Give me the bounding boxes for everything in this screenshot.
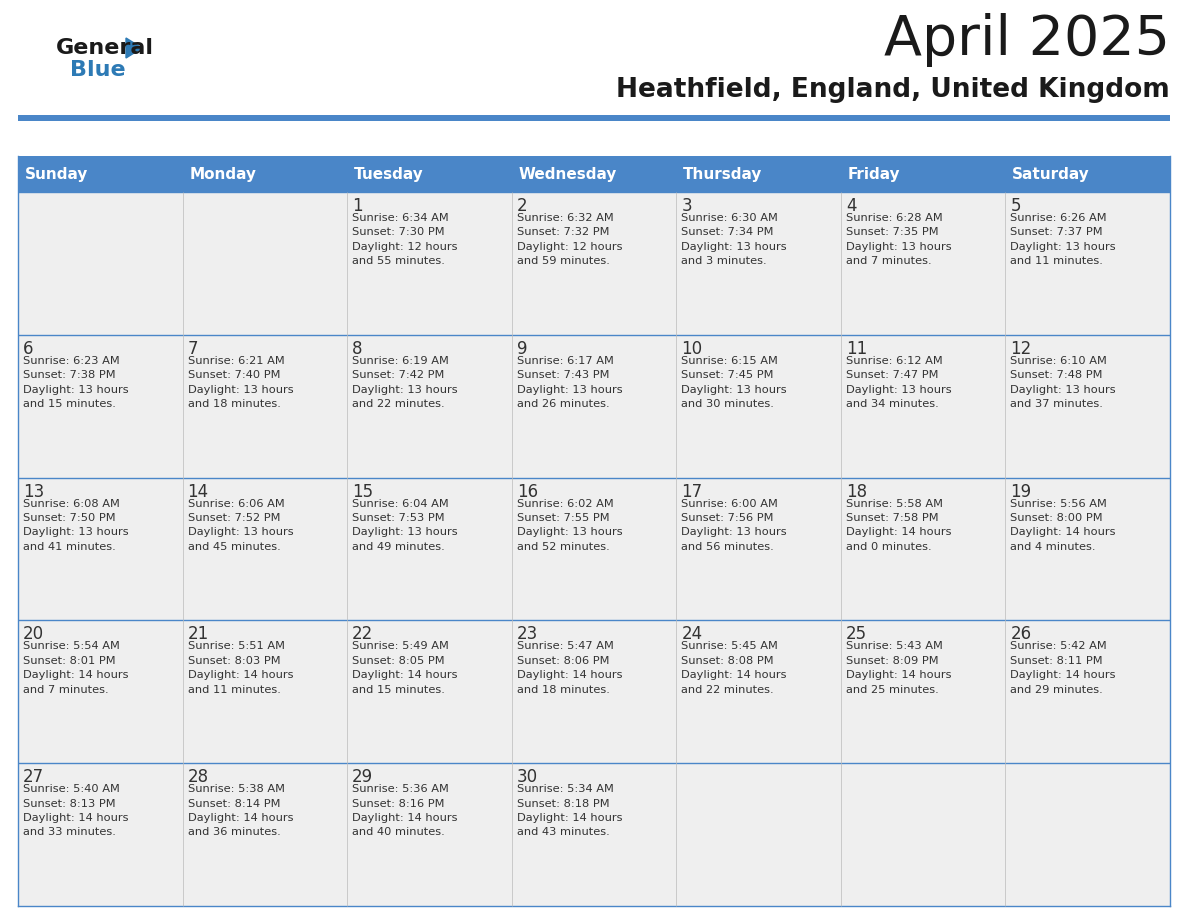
Bar — [512, 156, 676, 192]
Bar — [18, 763, 1170, 906]
Bar — [18, 115, 1170, 121]
Text: Sunrise: 5:36 AM
Sunset: 8:16 PM
Daylight: 14 hours
and 40 minutes.: Sunrise: 5:36 AM Sunset: 8:16 PM Dayligh… — [352, 784, 457, 837]
Text: 27: 27 — [23, 768, 44, 786]
Bar — [18, 335, 1170, 477]
Text: 15: 15 — [352, 483, 373, 500]
Text: 4: 4 — [846, 197, 857, 215]
Text: Sunrise: 5:38 AM
Sunset: 8:14 PM
Daylight: 14 hours
and 36 minutes.: Sunrise: 5:38 AM Sunset: 8:14 PM Dayligh… — [188, 784, 293, 837]
Text: Thursday: Thursday — [683, 166, 763, 182]
Text: Friday: Friday — [847, 166, 901, 182]
Text: Sunrise: 5:54 AM
Sunset: 8:01 PM
Daylight: 14 hours
and 7 minutes.: Sunrise: 5:54 AM Sunset: 8:01 PM Dayligh… — [23, 642, 128, 695]
Text: Heathfield, England, United Kingdom: Heathfield, England, United Kingdom — [617, 77, 1170, 103]
Text: Sunrise: 6:12 AM
Sunset: 7:47 PM
Daylight: 13 hours
and 34 minutes.: Sunrise: 6:12 AM Sunset: 7:47 PM Dayligh… — [846, 356, 952, 409]
Text: Sunrise: 6:15 AM
Sunset: 7:45 PM
Daylight: 13 hours
and 30 minutes.: Sunrise: 6:15 AM Sunset: 7:45 PM Dayligh… — [681, 356, 786, 409]
Text: General: General — [56, 38, 154, 58]
Text: 26: 26 — [1011, 625, 1031, 644]
Text: 23: 23 — [517, 625, 538, 644]
Text: 2: 2 — [517, 197, 527, 215]
Text: Blue: Blue — [70, 60, 126, 80]
Text: 19: 19 — [1011, 483, 1031, 500]
Text: Sunrise: 5:45 AM
Sunset: 8:08 PM
Daylight: 14 hours
and 22 minutes.: Sunrise: 5:45 AM Sunset: 8:08 PM Dayligh… — [681, 642, 786, 695]
Polygon shape — [126, 38, 143, 58]
Text: Sunrise: 6:04 AM
Sunset: 7:53 PM
Daylight: 13 hours
and 49 minutes.: Sunrise: 6:04 AM Sunset: 7:53 PM Dayligh… — [352, 498, 457, 552]
Text: Sunrise: 6:02 AM
Sunset: 7:55 PM
Daylight: 13 hours
and 52 minutes.: Sunrise: 6:02 AM Sunset: 7:55 PM Dayligh… — [517, 498, 623, 552]
Text: Sunrise: 6:00 AM
Sunset: 7:56 PM
Daylight: 13 hours
and 56 minutes.: Sunrise: 6:00 AM Sunset: 7:56 PM Dayligh… — [681, 498, 786, 552]
Bar — [18, 621, 1170, 763]
Text: 17: 17 — [681, 483, 702, 500]
Text: Sunrise: 5:51 AM
Sunset: 8:03 PM
Daylight: 14 hours
and 11 minutes.: Sunrise: 5:51 AM Sunset: 8:03 PM Dayligh… — [188, 642, 293, 695]
Text: Sunrise: 6:06 AM
Sunset: 7:52 PM
Daylight: 13 hours
and 45 minutes.: Sunrise: 6:06 AM Sunset: 7:52 PM Dayligh… — [188, 498, 293, 552]
Bar — [18, 477, 1170, 621]
Text: 3: 3 — [681, 197, 691, 215]
Bar — [676, 156, 841, 192]
Text: Sunrise: 5:47 AM
Sunset: 8:06 PM
Daylight: 14 hours
and 18 minutes.: Sunrise: 5:47 AM Sunset: 8:06 PM Dayligh… — [517, 642, 623, 695]
Text: Sunrise: 6:28 AM
Sunset: 7:35 PM
Daylight: 13 hours
and 7 minutes.: Sunrise: 6:28 AM Sunset: 7:35 PM Dayligh… — [846, 213, 952, 266]
Text: Sunday: Sunday — [25, 166, 88, 182]
Bar — [18, 192, 1170, 335]
Text: Sunrise: 6:23 AM
Sunset: 7:38 PM
Daylight: 13 hours
and 15 minutes.: Sunrise: 6:23 AM Sunset: 7:38 PM Dayligh… — [23, 356, 128, 409]
Text: Sunrise: 5:34 AM
Sunset: 8:18 PM
Daylight: 14 hours
and 43 minutes.: Sunrise: 5:34 AM Sunset: 8:18 PM Dayligh… — [517, 784, 623, 837]
Text: 7: 7 — [188, 340, 198, 358]
Text: Monday: Monday — [189, 166, 257, 182]
Text: Sunrise: 6:17 AM
Sunset: 7:43 PM
Daylight: 13 hours
and 26 minutes.: Sunrise: 6:17 AM Sunset: 7:43 PM Dayligh… — [517, 356, 623, 409]
Text: 22: 22 — [352, 625, 373, 644]
Text: April 2025: April 2025 — [884, 13, 1170, 67]
Text: Wednesday: Wednesday — [518, 166, 617, 182]
Text: 28: 28 — [188, 768, 209, 786]
Text: 10: 10 — [681, 340, 702, 358]
Bar — [841, 156, 1005, 192]
Text: Sunrise: 6:08 AM
Sunset: 7:50 PM
Daylight: 13 hours
and 41 minutes.: Sunrise: 6:08 AM Sunset: 7:50 PM Dayligh… — [23, 498, 128, 552]
Text: 30: 30 — [517, 768, 538, 786]
Text: 11: 11 — [846, 340, 867, 358]
Text: 29: 29 — [352, 768, 373, 786]
Text: 25: 25 — [846, 625, 867, 644]
Text: Sunrise: 5:42 AM
Sunset: 8:11 PM
Daylight: 14 hours
and 29 minutes.: Sunrise: 5:42 AM Sunset: 8:11 PM Dayligh… — [1011, 642, 1116, 695]
Text: Sunrise: 5:58 AM
Sunset: 7:58 PM
Daylight: 14 hours
and 0 minutes.: Sunrise: 5:58 AM Sunset: 7:58 PM Dayligh… — [846, 498, 952, 552]
Text: Saturday: Saturday — [1012, 166, 1089, 182]
Text: Sunrise: 5:49 AM
Sunset: 8:05 PM
Daylight: 14 hours
and 15 minutes.: Sunrise: 5:49 AM Sunset: 8:05 PM Dayligh… — [352, 642, 457, 695]
Text: 13: 13 — [23, 483, 44, 500]
Text: 18: 18 — [846, 483, 867, 500]
Text: Sunrise: 6:19 AM
Sunset: 7:42 PM
Daylight: 13 hours
and 22 minutes.: Sunrise: 6:19 AM Sunset: 7:42 PM Dayligh… — [352, 356, 457, 409]
Text: Sunrise: 5:56 AM
Sunset: 8:00 PM
Daylight: 14 hours
and 4 minutes.: Sunrise: 5:56 AM Sunset: 8:00 PM Dayligh… — [1011, 498, 1116, 552]
Text: Sunrise: 6:10 AM
Sunset: 7:48 PM
Daylight: 13 hours
and 37 minutes.: Sunrise: 6:10 AM Sunset: 7:48 PM Dayligh… — [1011, 356, 1116, 409]
Text: 5: 5 — [1011, 197, 1020, 215]
Text: 24: 24 — [681, 625, 702, 644]
Text: 16: 16 — [517, 483, 538, 500]
Text: 6: 6 — [23, 340, 33, 358]
Text: Tuesday: Tuesday — [354, 166, 423, 182]
Text: Sunrise: 6:34 AM
Sunset: 7:30 PM
Daylight: 12 hours
and 55 minutes.: Sunrise: 6:34 AM Sunset: 7:30 PM Dayligh… — [352, 213, 457, 266]
Text: 14: 14 — [188, 483, 209, 500]
Bar — [183, 156, 347, 192]
Text: Sunrise: 6:26 AM
Sunset: 7:37 PM
Daylight: 13 hours
and 11 minutes.: Sunrise: 6:26 AM Sunset: 7:37 PM Dayligh… — [1011, 213, 1116, 266]
Text: 20: 20 — [23, 625, 44, 644]
Text: Sunrise: 6:30 AM
Sunset: 7:34 PM
Daylight: 13 hours
and 3 minutes.: Sunrise: 6:30 AM Sunset: 7:34 PM Dayligh… — [681, 213, 786, 266]
Text: 1: 1 — [352, 197, 362, 215]
Text: Sunrise: 6:32 AM
Sunset: 7:32 PM
Daylight: 12 hours
and 59 minutes.: Sunrise: 6:32 AM Sunset: 7:32 PM Dayligh… — [517, 213, 623, 266]
Text: 12: 12 — [1011, 340, 1031, 358]
Text: Sunrise: 5:40 AM
Sunset: 8:13 PM
Daylight: 14 hours
and 33 minutes.: Sunrise: 5:40 AM Sunset: 8:13 PM Dayligh… — [23, 784, 128, 837]
Text: 21: 21 — [188, 625, 209, 644]
Text: 8: 8 — [352, 340, 362, 358]
Text: 9: 9 — [517, 340, 527, 358]
Bar — [347, 156, 512, 192]
Bar — [18, 156, 183, 192]
Text: Sunrise: 6:21 AM
Sunset: 7:40 PM
Daylight: 13 hours
and 18 minutes.: Sunrise: 6:21 AM Sunset: 7:40 PM Dayligh… — [188, 356, 293, 409]
Text: Sunrise: 5:43 AM
Sunset: 8:09 PM
Daylight: 14 hours
and 25 minutes.: Sunrise: 5:43 AM Sunset: 8:09 PM Dayligh… — [846, 642, 952, 695]
Bar — [1005, 156, 1170, 192]
